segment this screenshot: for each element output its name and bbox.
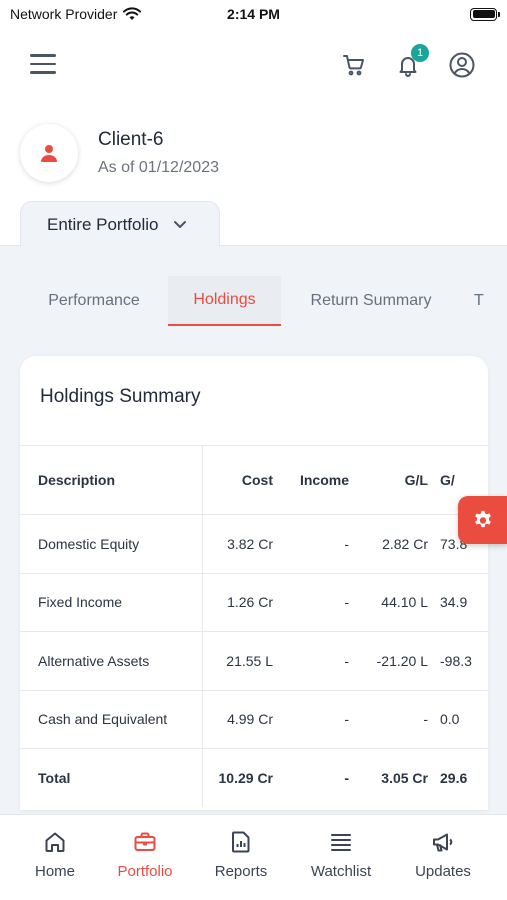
column-divider (202, 573, 203, 631)
portfolio-selector[interactable]: Entire Portfolio (20, 201, 220, 247)
column-divider (202, 632, 203, 690)
client-name: Client-6 (98, 129, 164, 150)
portfolio-selector-label: Entire Portfolio (47, 214, 159, 234)
cell-cost: 21.55 L (226, 652, 273, 669)
carrier-name: Network Provider (10, 6, 118, 22)
cell-gl-percent: 0.0 (440, 711, 460, 728)
report-icon (232, 831, 250, 853)
table-row[interactable]: Cash and Equivalent 4.99 Cr - - 0.0 (20, 689, 488, 748)
table-row[interactable]: Fixed Income 1.26 Cr - 44.10 L 34.9 (20, 572, 488, 631)
table-row[interactable]: Alternative Assets 21.55 L - -21.20 L -9… (20, 631, 488, 690)
tab-holdings[interactable]: Holdings (168, 276, 281, 326)
cell-gl: 2.82 Cr (382, 535, 428, 552)
cell-gl-percent: 34.9 (440, 594, 468, 611)
holdings-summary-card: Holdings Summary Description Cost Income… (20, 356, 488, 810)
notification-badge: 1 (411, 44, 429, 62)
nav-portfolio-label: Portfolio (117, 863, 173, 880)
nav-home[interactable]: Home (15, 829, 95, 880)
top-app-bar: 1 (0, 40, 507, 90)
tab-performance[interactable]: Performance (48, 292, 140, 309)
portfolio-tabs: Performance Holdings Return Summary T (0, 276, 507, 328)
bottom-navigation: Home Portfolio Reports Watchlist (0, 814, 507, 900)
cart-icon[interactable] (339, 50, 369, 80)
column-header-gl-percent: G/ (440, 472, 455, 488)
notification-bell-icon[interactable]: 1 (393, 44, 429, 80)
cell-gl: - (423, 711, 428, 728)
cell-total-income: - (344, 769, 349, 786)
battery-icon (470, 7, 500, 21)
home-icon (45, 832, 65, 852)
list-icon (331, 834, 351, 851)
column-divider (202, 446, 203, 514)
cell-description: Fixed Income (38, 594, 123, 611)
cell-total-label: Total (38, 769, 71, 786)
client-header: Client-6 As of 01/12/2023 (20, 122, 219, 184)
menu-icon[interactable] (30, 54, 56, 76)
column-header-description: Description (38, 472, 116, 488)
person-icon (41, 145, 57, 162)
cell-gl: 44.10 L (381, 594, 428, 611)
table-total-row: Total 10.29 Cr - 3.05 Cr 29.6 (20, 748, 488, 807)
cell-total-cost: 10.29 Cr (218, 769, 273, 786)
gear-icon (474, 510, 491, 528)
cell-cost: 4.99 Cr (227, 711, 273, 728)
cell-description: Alternative Assets (38, 652, 150, 669)
nav-reports-label: Reports (214, 863, 268, 880)
column-divider (202, 690, 203, 748)
column-header-income: Income (299, 472, 349, 488)
column-divider (202, 749, 203, 807)
client-avatar[interactable] (20, 124, 78, 182)
user-profile-icon[interactable] (447, 50, 477, 80)
briefcase-icon (134, 832, 156, 851)
card-title: Holdings Summary (40, 386, 201, 407)
holdings-table: Description Cost Income G/L G/ Domestic … (20, 445, 488, 807)
cell-gl: -21.20 L (376, 652, 428, 669)
as-of-date: As of 01/12/2023 (98, 159, 219, 176)
nav-reports[interactable]: Reports (201, 829, 281, 880)
cell-income: - (344, 535, 349, 552)
table-row[interactable]: Domestic Equity 3.82 Cr - 2.82 Cr 73.8 (20, 514, 488, 573)
cell-income: - (344, 594, 349, 611)
tab-next-partial[interactable]: T (474, 292, 484, 309)
column-header-cost: Cost (241, 472, 273, 488)
nav-watchlist-label: Watchlist (310, 863, 372, 880)
nav-updates[interactable]: Updates (403, 829, 483, 880)
cell-cost: 3.82 Cr (227, 535, 273, 552)
tab-return-summary[interactable]: Return Summary (310, 292, 432, 309)
cell-total-gl: 3.05 Cr (381, 769, 428, 786)
nav-home-label: Home (34, 863, 75, 880)
cell-income: - (344, 711, 349, 728)
wifi-icon (123, 7, 142, 20)
cell-description: Cash and Equivalent (38, 711, 168, 728)
cell-total-gl-percent: 29.6 (440, 769, 468, 786)
chevron-down-icon (173, 220, 186, 228)
table-header-row: Description Cost Income G/L G/ (20, 445, 488, 514)
column-header-gl: G/L (404, 472, 428, 488)
status-bar: Network Provider 2:14 PM (0, 0, 507, 28)
megaphone-icon (433, 833, 453, 852)
nav-watchlist[interactable]: Watchlist (301, 829, 381, 880)
cell-cost: 1.26 Cr (227, 594, 273, 611)
cell-gl-percent: -98.3 (440, 652, 472, 669)
nav-portfolio[interactable]: Portfolio (105, 829, 185, 880)
cell-description: Domestic Equity (38, 535, 140, 552)
settings-fab[interactable] (458, 496, 507, 544)
cell-income: - (344, 652, 349, 669)
nav-updates-label: Updates (415, 863, 471, 880)
column-divider (202, 515, 203, 573)
